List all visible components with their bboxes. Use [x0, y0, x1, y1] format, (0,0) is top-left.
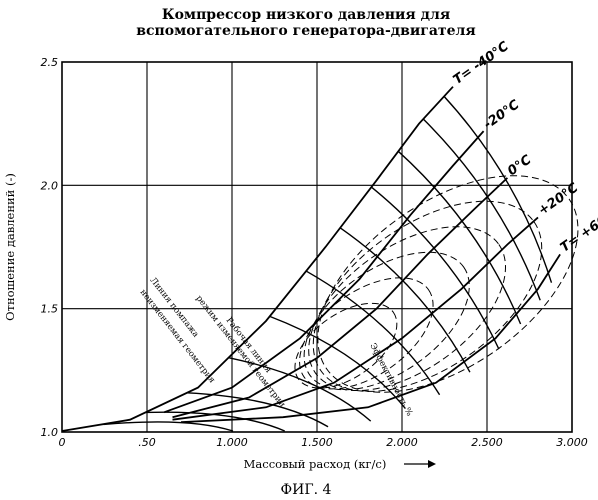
- series-label: 0°C: [505, 152, 535, 179]
- x-axis-arrow: [404, 460, 436, 468]
- y-axis-label: Отношение давлений (-): [3, 173, 17, 321]
- x-tick-label: 1.500: [301, 436, 333, 449]
- x-tick-label: 3.000: [556, 436, 588, 449]
- temperature-lines: [62, 87, 560, 431]
- series-labels: T= -40°C-20°C0°C+20°CT= +60°C: [451, 39, 598, 256]
- chart-title-line2: вспомогательного генератора-двигателя: [136, 23, 475, 39]
- x-tick-label: 2.500: [471, 436, 503, 449]
- figure-caption: ФИГ. 4: [281, 482, 332, 498]
- x-tick-label: .50: [138, 436, 156, 449]
- series-label: T= +60°C: [558, 203, 598, 255]
- speed-line: [398, 151, 520, 324]
- y-tick-label: 2.0: [41, 179, 59, 192]
- chart-title-line1: Компрессор низкого давления для: [162, 7, 450, 23]
- series-label: +20°C: [536, 180, 582, 218]
- x-tick-label: 0: [59, 436, 66, 449]
- efficiency-annotation: Эффективность %: [367, 342, 414, 418]
- y-tick-label: 1.5: [41, 303, 59, 316]
- y-tick-label: 2.5: [41, 56, 59, 69]
- compressor-map-mesh: [104, 96, 598, 436]
- series-line: [164, 131, 484, 412]
- y-tick-label: 1.0: [41, 426, 59, 439]
- x-axis-label: Массовый расход (кг/с): [244, 457, 387, 471]
- speed-line: [340, 228, 470, 372]
- x-tick-label: 2.000: [386, 436, 418, 449]
- series-label: T= -40°C: [451, 39, 512, 88]
- x-tick-label: 1.000: [216, 436, 248, 449]
- speed-line: [104, 422, 233, 431]
